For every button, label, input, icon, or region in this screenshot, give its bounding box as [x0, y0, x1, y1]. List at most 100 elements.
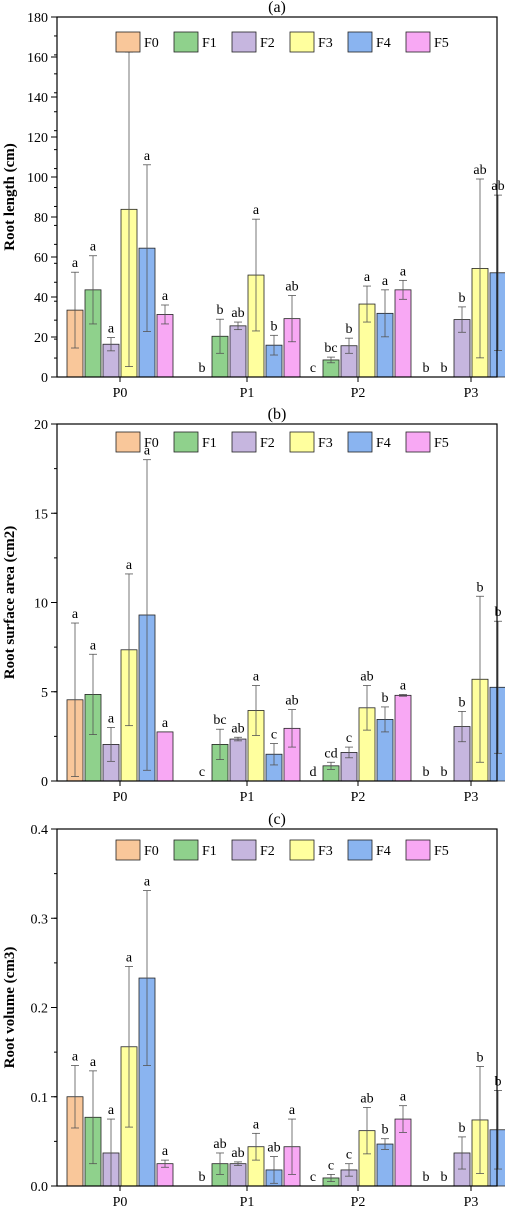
- legend-swatch-f3: [289, 31, 315, 53]
- legend-label-f2: F2: [260, 36, 275, 51]
- y-tick-label: 20: [34, 331, 48, 346]
- significance-letter: b: [459, 1121, 466, 1136]
- legend-label-f5: F5: [434, 844, 449, 859]
- panel-title: (c): [268, 811, 286, 828]
- bar-f5-p0: [156, 731, 174, 782]
- significance-letter: d: [310, 765, 317, 780]
- y-tick-label: 0.2: [31, 1002, 49, 1017]
- y-tick-label: 0: [41, 775, 48, 790]
- panel-title: (b): [268, 406, 287, 423]
- y-tick-label: 15: [34, 507, 48, 522]
- legend-swatch-f5: [405, 839, 431, 861]
- legend-swatch-f1: [173, 31, 199, 53]
- legend-label-f1: F1: [202, 36, 217, 51]
- significance-letter: c: [310, 361, 316, 376]
- significance-letter: b: [495, 1075, 502, 1090]
- legend-swatch-f3: [289, 431, 315, 453]
- significance-letter: b: [382, 691, 389, 706]
- y-tick-label: 100: [27, 171, 48, 186]
- significance-letter: b: [382, 1123, 389, 1138]
- y-tick-label: 5: [41, 686, 48, 701]
- significance-letter: b: [199, 361, 206, 376]
- x-tick-label: P1: [240, 386, 255, 401]
- legend-swatch-f2: [231, 31, 257, 53]
- significance-letter: b: [441, 765, 448, 780]
- y-tick-label: 0.1: [31, 1091, 49, 1106]
- significance-letter: a: [162, 716, 169, 731]
- legend: F0 F1 F2 F3 F4 F5: [115, 839, 449, 861]
- significance-letter: a: [126, 950, 133, 965]
- significance-letter: b: [423, 1170, 430, 1185]
- legend: F0 F1 F2 F3 F4 F5: [115, 31, 449, 53]
- y-tick-label: 40: [34, 291, 48, 306]
- bar-f4-p2: [376, 1143, 394, 1187]
- legend-swatch-f1: [173, 839, 199, 861]
- significance-letter: b: [459, 291, 466, 306]
- legend: F0 F1 F2 F3 F4 F5: [115, 431, 449, 453]
- x-tick-label: P0: [113, 790, 128, 805]
- x-tick-label: P3: [464, 1195, 479, 1206]
- bar-f2-p1: [229, 325, 247, 378]
- significance-letter: ab: [231, 306, 244, 321]
- legend-swatch-f0: [115, 31, 141, 53]
- y-tick-label: 0.3: [31, 912, 49, 927]
- plot-frame: [56, 423, 498, 782]
- significance-letter: b: [441, 1170, 448, 1185]
- x-tick-label: P1: [240, 1195, 255, 1206]
- significance-letter: b: [441, 361, 448, 376]
- significance-letter: ab: [285, 694, 298, 709]
- significance-letter: b: [271, 319, 278, 334]
- significance-letter: a: [400, 1090, 407, 1105]
- plot-frame: [56, 16, 498, 378]
- significance-letter: a: [253, 670, 260, 685]
- significance-letter: b: [199, 1170, 206, 1185]
- legend-swatch-f2: [231, 431, 257, 453]
- significance-letter: b: [423, 361, 430, 376]
- significance-letter: ab: [213, 1137, 226, 1152]
- significance-letter: c: [346, 1148, 352, 1163]
- significance-letter: b: [477, 580, 484, 595]
- legend-label-f0: F0: [144, 844, 159, 859]
- significance-letter: a: [72, 607, 79, 622]
- y-tick-label: 140: [27, 91, 48, 106]
- significance-letter: a: [126, 558, 133, 573]
- y-axis-label: Root length (cm): [2, 143, 18, 250]
- significance-letter: c: [328, 1158, 334, 1173]
- legend-swatch-f5: [405, 31, 431, 53]
- significance-letter: c: [310, 1170, 316, 1185]
- legend-label-f4: F4: [376, 36, 391, 51]
- y-tick-label: 10: [34, 597, 48, 612]
- significance-letter: ab: [231, 721, 244, 736]
- y-tick-label: 0.0: [31, 1180, 49, 1195]
- significance-letter: a: [144, 149, 151, 164]
- legend-label-f4: F4: [376, 844, 391, 859]
- significance-letter: ab: [360, 670, 373, 685]
- significance-letter: a: [108, 322, 115, 337]
- significance-letter: bc: [324, 341, 337, 356]
- y-tick-label: 0.4: [31, 823, 49, 838]
- significance-letter: ab: [360, 1091, 373, 1106]
- y-axis-label: Root volume (cm3): [2, 947, 18, 1069]
- significance-letter: c: [199, 765, 205, 780]
- significance-letter: ab: [473, 163, 486, 178]
- significance-letter: bc: [213, 713, 226, 728]
- legend-label-f4: F4: [376, 436, 391, 451]
- bar-f5-p2: [394, 289, 412, 378]
- y-tick-label: 120: [27, 131, 48, 146]
- significance-letter: a: [400, 264, 407, 279]
- legend-label-f3: F3: [318, 436, 333, 451]
- legend-label-f3: F3: [318, 36, 333, 51]
- significance-letter: b: [217, 303, 224, 318]
- x-tick-label: P0: [113, 386, 128, 401]
- x-tick-label: P2: [351, 790, 366, 805]
- significance-letter: a: [72, 256, 79, 271]
- significance-letter: a: [289, 1103, 296, 1118]
- legend-swatch-f4: [347, 31, 373, 53]
- y-axis-label: Root surface area (cm2): [2, 526, 18, 679]
- significance-letter: c: [271, 728, 277, 743]
- significance-letter: a: [90, 1055, 97, 1070]
- legend-label-f2: F2: [260, 436, 275, 451]
- y-tick-label: 0: [41, 371, 48, 386]
